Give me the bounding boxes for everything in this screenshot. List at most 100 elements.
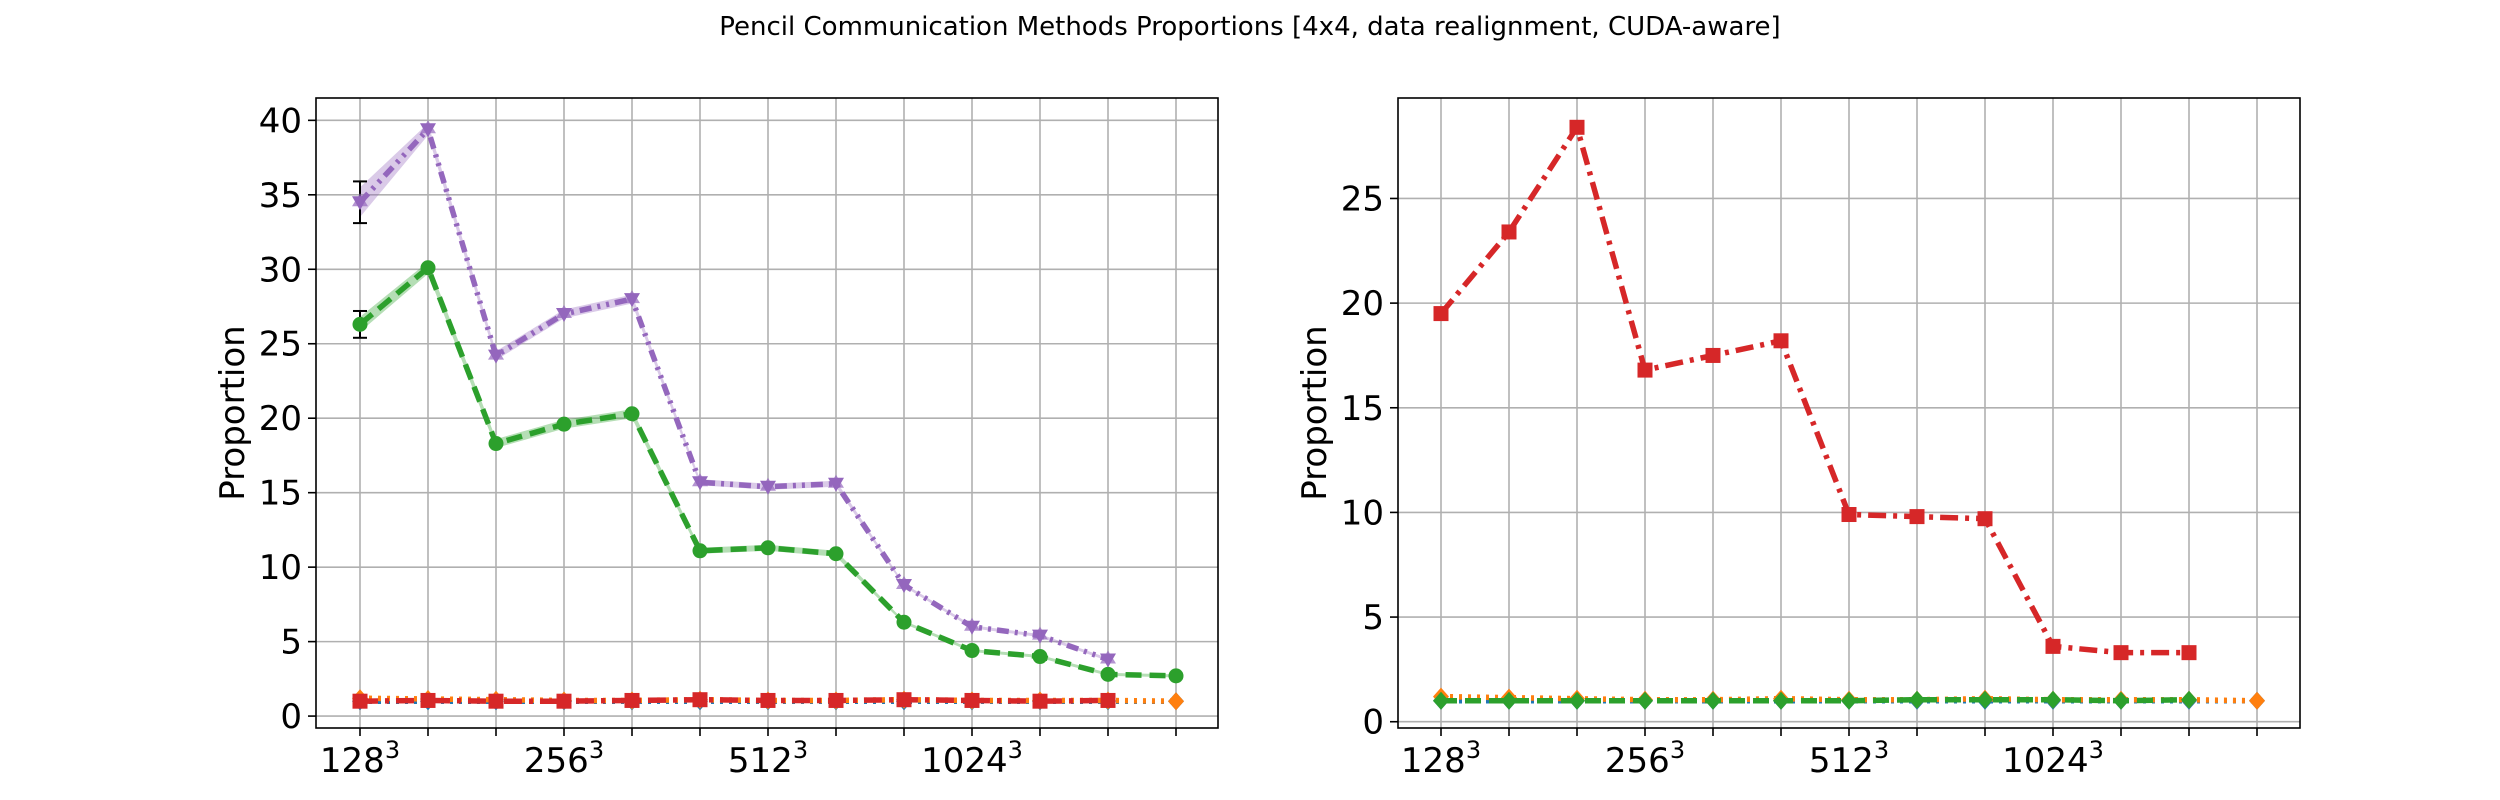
data-point [2249, 691, 2265, 710]
data-point [556, 693, 572, 709]
y-tick-label: 15 [259, 474, 302, 514]
y-axis-label: Proportion [1295, 325, 1335, 500]
axes-frame [315, 97, 1219, 729]
data-point [2181, 690, 2197, 709]
data-point [1032, 693, 1048, 709]
data-point [828, 546, 844, 562]
data-point [420, 120, 436, 134]
data-point [488, 693, 504, 709]
chart-panel-1: 0 5 10 15 20 25 30 35 40 1283 2563 5123 10243 Proport… [213, 97, 1219, 781]
data-point [896, 614, 912, 630]
x-tick-label: 10243 [2002, 736, 2104, 781]
chart-panel-2: 0 5 10 15 20 25 1283 2563 5123 10243 Proportion [1295, 97, 2301, 781]
y-tick-label: 5 [280, 623, 302, 663]
data-point [760, 540, 776, 556]
data-point [352, 193, 368, 207]
y-tick-label: 20 [259, 399, 302, 439]
data-point [692, 543, 708, 559]
series-4 [1433, 690, 2197, 710]
y-tick-label: 20 [1341, 284, 1384, 324]
data-point [1168, 668, 1184, 684]
data-point [1032, 626, 1048, 640]
data-point [896, 576, 912, 590]
data-point [1168, 692, 1184, 711]
data-point [1501, 224, 1517, 240]
y-tick-label: 40 [259, 101, 302, 141]
y-tick-label: 30 [259, 250, 302, 290]
data-point [1773, 333, 1789, 349]
y-tick-label: 15 [1341, 389, 1384, 429]
series-5 [352, 120, 1116, 668]
series-3 [1433, 119, 2197, 661]
x-tick-label: 2563 [1605, 736, 1685, 781]
series-line [1438, 124, 2189, 656]
x-tick-label: 2563 [524, 736, 604, 781]
series-line [359, 696, 1109, 704]
data-point [1705, 691, 1721, 710]
x-tick-label: 1283 [1401, 736, 1481, 781]
y-tick-label: 25 [1341, 179, 1384, 219]
data-point [488, 436, 504, 452]
data-point [760, 692, 776, 708]
data-point [2113, 691, 2129, 710]
x-tick-label: 10243 [921, 736, 1023, 781]
data-point [2045, 638, 2061, 654]
data-point [488, 346, 504, 360]
data-point [828, 692, 844, 708]
data-point [1705, 347, 1721, 363]
data-point [420, 692, 436, 708]
data-point [1909, 690, 1925, 709]
y-tick-label: 10 [1341, 493, 1384, 533]
data-point [1433, 306, 1449, 322]
data-point [1637, 362, 1653, 378]
series-line [357, 126, 1109, 663]
data-point [1501, 691, 1517, 710]
x-tick-label: 5123 [728, 736, 808, 781]
data-point [1841, 691, 1857, 710]
data-point [1100, 692, 1116, 708]
data-point [556, 304, 572, 318]
figure-title: Pencil Communication Methods Proportions… [719, 12, 1781, 42]
series-4 [352, 692, 1116, 709]
data-point [1637, 691, 1653, 710]
data-point [692, 692, 708, 708]
data-point [2181, 645, 2197, 661]
x-tick-label: 1283 [320, 736, 400, 781]
data-point [352, 693, 368, 709]
data-point [420, 260, 436, 276]
data-point [964, 643, 980, 659]
data-point [1569, 691, 1585, 710]
y-tick-label: 35 [259, 176, 302, 216]
data-point [556, 416, 572, 432]
data-point [1977, 690, 1993, 709]
data-point [624, 290, 640, 304]
data-point [1032, 649, 1048, 665]
data-point [1773, 691, 1789, 710]
data-point [1100, 650, 1116, 664]
y-tick-label: 0 [280, 697, 302, 737]
data-point [624, 406, 640, 422]
data-point [2045, 690, 2061, 709]
data-point [760, 477, 776, 491]
data-point [1909, 509, 1925, 525]
series-line [1441, 696, 2190, 704]
data-point [624, 692, 640, 708]
data-point [1841, 507, 1857, 523]
data-point [896, 692, 912, 708]
y-axis-label: Proportion [213, 325, 253, 500]
data-point [352, 316, 368, 332]
y-tick-label: 25 [259, 325, 302, 365]
data-point [692, 473, 708, 487]
data-point [828, 474, 844, 488]
error-band [360, 123, 1108, 661]
data-point [964, 692, 980, 708]
data-point [2113, 645, 2129, 661]
series-3 [352, 260, 1184, 684]
data-point [964, 617, 980, 631]
x-tick-label: 5123 [1809, 736, 1889, 781]
data-point [1433, 691, 1449, 710]
data-point [1977, 511, 1993, 527]
data-point [1569, 119, 1585, 135]
